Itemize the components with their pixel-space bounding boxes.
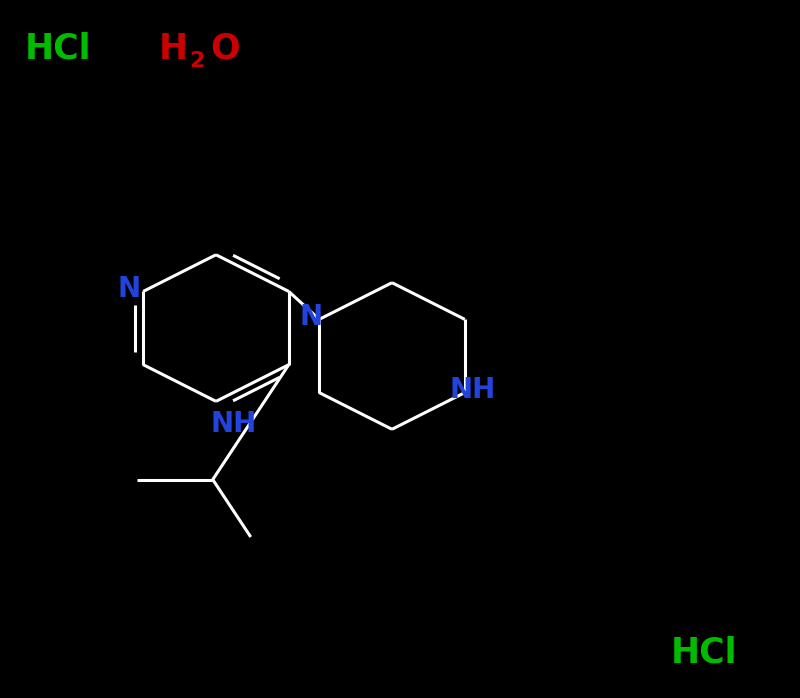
Text: HCl: HCl bbox=[24, 32, 91, 66]
Text: 2: 2 bbox=[190, 52, 205, 71]
Text: NH: NH bbox=[210, 410, 256, 438]
Text: HCl: HCl bbox=[670, 636, 738, 669]
Text: NH: NH bbox=[450, 376, 496, 404]
Text: H: H bbox=[159, 32, 188, 66]
Text: O: O bbox=[210, 32, 240, 66]
Text: N: N bbox=[118, 274, 141, 303]
Text: N: N bbox=[300, 302, 323, 331]
